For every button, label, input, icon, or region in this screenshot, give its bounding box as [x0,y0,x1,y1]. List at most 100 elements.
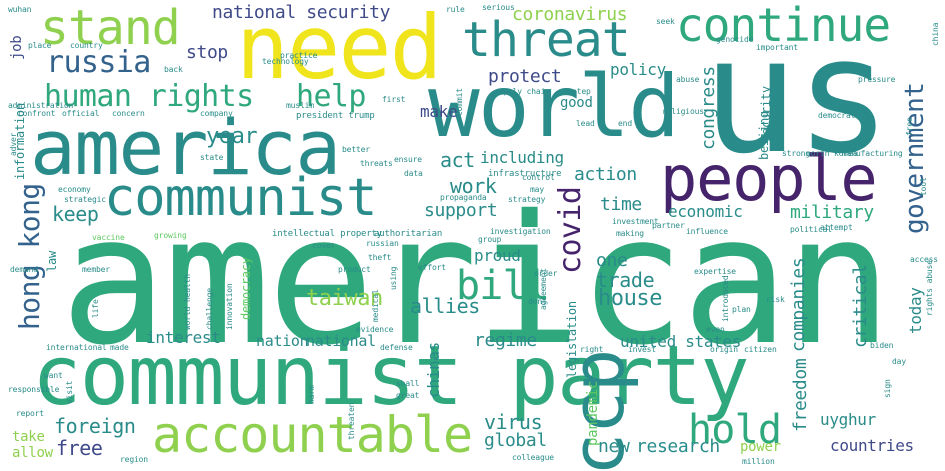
word-cover: cover [312,241,336,250]
word-adver: adver [9,132,18,156]
word-state: state [200,153,224,162]
word-including: including [480,148,564,167]
word-region: region [120,455,148,464]
word-military: military [790,202,874,223]
word-freedom: freedom [790,358,811,432]
word-communist-party: communist party [32,329,750,424]
word-great: great [396,391,420,400]
word-american: american [60,177,892,384]
word-interest: interest [146,328,221,347]
word-companies: companies [788,257,809,352]
word-administration: administration [8,101,74,110]
word-one: one [596,250,628,271]
word-order: order [534,269,558,278]
word-intellectual-property: intellectual property [272,229,383,239]
word-concern: concern [112,109,145,118]
word-commit: commit [455,88,464,116]
word-power: power [740,439,781,455]
word-report: report [16,409,44,418]
word-practice: practice [280,51,318,60]
word-united-states: united states [620,332,742,351]
word-rule: rule [446,5,465,14]
word-ensure: ensure [394,155,422,164]
word-us: us [702,2,891,189]
word-pressure: pressure [858,75,896,84]
word-national: national [306,332,376,350]
word-dont: dont [528,297,547,306]
word-investment: investment [612,217,659,226]
word-beijing: beijing [757,111,771,160]
word-house: house [598,286,663,311]
word-regime: regime [474,330,537,351]
word-virus: virus [484,410,543,434]
word-biden: biden [870,341,894,350]
word-strategic: strategic [64,195,106,204]
word-north-korea: north korea [806,149,858,158]
word-plan: plan [732,305,751,314]
word-critical: critical [850,264,871,348]
word-end: end [618,119,632,128]
word-russian: russian [366,239,399,248]
word-product: product [338,265,371,274]
word-harm: harm [307,385,316,404]
word-propaganda: propaganda [440,193,487,202]
word-hold: hold [688,407,782,453]
word-lead: lead [576,119,595,128]
word-introduced: introduced [721,275,730,322]
word-rights-abuse: rights abuse [925,260,934,316]
word-protect: protect [488,66,562,87]
word-legislation: legislation [565,301,579,378]
word-need: need [236,0,443,99]
word-free: free [56,436,103,460]
word-genocide: genocide [716,35,754,44]
word-making: making [616,229,644,238]
word-made: made [110,343,129,352]
word-take: take [12,429,45,445]
word-keep: keep [52,202,99,226]
word-economic: economic [668,202,743,221]
word-religious: religious [662,107,704,116]
word-world: world [428,57,680,157]
word-place: place [28,41,52,50]
word-visit: visit [65,380,74,404]
word-investigation: investigation [490,227,551,236]
word-supply-chain: supply chain [494,87,550,96]
word-data: data [404,169,423,178]
word-million: million [742,457,775,466]
word-important: important [756,43,798,52]
word-risk: risk [766,295,785,304]
word-trade: trade [596,268,655,292]
word-china: china [931,22,940,46]
word-strong: strong [782,149,810,158]
word-sign: sign [883,379,892,398]
word-confront: confront [18,109,56,118]
word-country: country [70,41,103,50]
word-manufacturing: manufacturing [842,149,903,158]
word-stand: stand [40,0,181,56]
word-effort: effort [418,263,446,272]
word-continue: continue [676,0,891,52]
word-threat: threat [462,12,631,68]
word-challenge: challenge [205,288,214,330]
word-global: global [484,430,547,451]
word-countries: countries [830,436,914,455]
word-hong-kong: hong kong [13,183,46,330]
word-covid: covid [553,186,588,274]
word-influence: influence [686,227,728,236]
word-make: make [420,102,458,121]
word-policy: policy [610,60,666,79]
word-human-rights: human rights [44,79,254,114]
word-act: act [440,148,475,172]
word-technology: technology [262,57,309,66]
word-support: support [424,200,498,221]
word-may: may [530,185,544,194]
word-attempt: attempt [820,223,853,232]
word-colleague: colleague [512,453,554,462]
word-step: step [572,87,591,96]
word-right: right [580,345,604,354]
word-muslim: muslim [286,101,314,110]
word-strategy: strategy [508,195,546,204]
word-good: good [560,95,593,111]
word-law: law [45,251,59,272]
